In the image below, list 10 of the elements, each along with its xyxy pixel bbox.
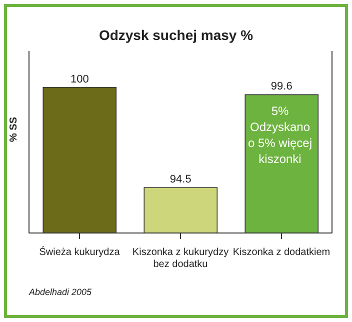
text: Abdelhadi 2005 xyxy=(29,287,92,297)
chart-title: Odzysk suchej masy % xyxy=(98,27,254,43)
x-tick-label: Świeża kukurydza xyxy=(39,246,120,258)
data-label: 100 xyxy=(70,73,89,86)
x-tick-label: Kiszonka z kukurydzy bez dodatku xyxy=(132,247,229,270)
data-label: 99.6 xyxy=(270,80,292,93)
y-axis-title: % SS xyxy=(8,116,20,142)
bar-note: 5% Odzyskano o 5% więcej kiszonki xyxy=(246,103,314,167)
x-tick-label: Kiszonka z dodatkiem xyxy=(232,247,330,258)
data-label: 94.5 xyxy=(170,174,192,186)
